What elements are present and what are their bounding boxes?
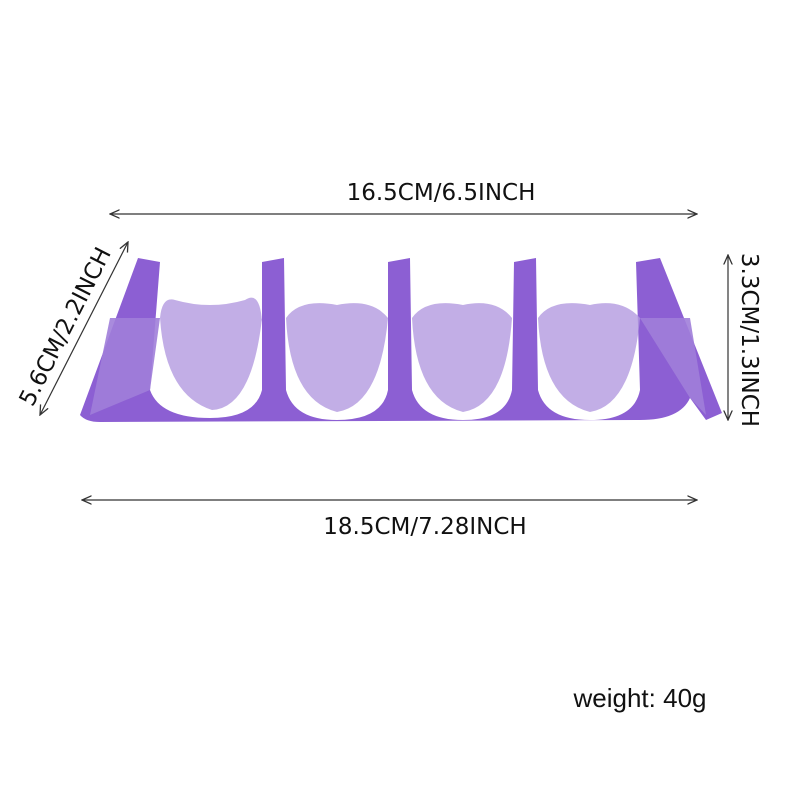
height-label: 3.3CM/1.3INCH <box>736 253 762 427</box>
bottom-width-label: 18.5CM/7.28INCH <box>323 514 526 540</box>
weight-label: weight: 40g <box>573 683 707 713</box>
top-width-label: 16.5CM/6.5INCH <box>347 180 536 206</box>
depth-arrow <box>40 242 128 415</box>
